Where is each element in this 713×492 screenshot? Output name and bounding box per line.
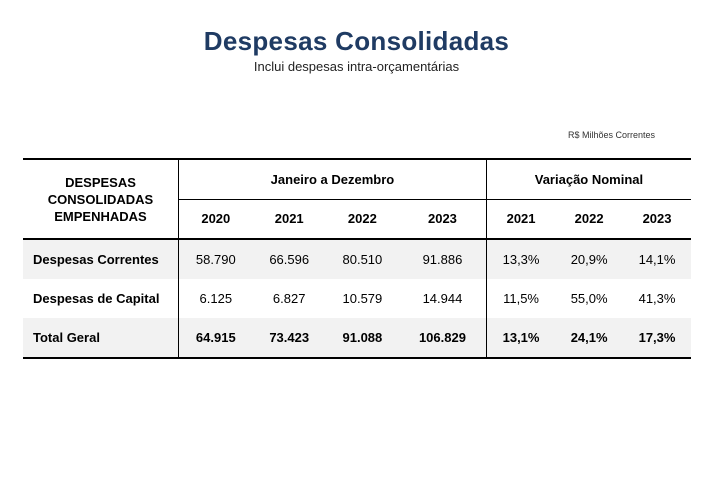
table-cell: 6.125 <box>199 291 233 306</box>
table-cell: 17,3% <box>623 318 691 359</box>
table-cell: 80.510 <box>325 239 399 279</box>
table-header-group-row: DESPESAS CONSOLIDADAS EMPENHADAS Janeiro… <box>23 158 691 240</box>
row-label-current-expenses: Despesas Correntes <box>23 239 179 279</box>
variation-header-2021: 2021 <box>486 199 556 240</box>
table-cell: 73.423 <box>252 318 326 359</box>
variation-header-2023: 2023 <box>623 199 691 240</box>
row-header-line-2: CONSOLIDADAS <box>47 191 154 207</box>
table-cell: 11,5% <box>503 291 539 306</box>
group-header-jan-dec: Janeiro a Dezembro <box>178 158 487 200</box>
row-label-capital-expenses: Despesas de Capital <box>23 279 179 318</box>
year-header-2020: 2020 <box>178 199 253 240</box>
row-header-line-3: EMPENHADAS <box>54 208 147 224</box>
table-cell: 14.944 <box>398 279 487 318</box>
row-header-line-1: DESPESAS <box>65 174 136 190</box>
expenses-table: DESPESAS CONSOLIDADAS EMPENHADAS Janeiro… <box>23 158 691 359</box>
table-row-total: Total Geral 64.915 73.423 91.088 106.829… <box>23 318 691 359</box>
table-cell: 10.579 <box>342 291 383 306</box>
unit-note: R$ Milhões Correntes <box>567 130 655 140</box>
table-row: Despesas Correntes 58.790 66.596 80.510 … <box>23 239 691 279</box>
row-header-label: DESPESAS CONSOLIDADAS EMPENHADAS <box>23 158 179 240</box>
table-row: Despesas de Capital 6.125 6.827 10.579 1… <box>23 279 691 318</box>
table-cell: 91.088 <box>325 318 399 359</box>
variation-header-2022: 2022 <box>555 199 624 240</box>
table-cell: 58.790 <box>178 239 253 279</box>
year-header-2022: 2022 <box>325 199 399 240</box>
table-cell: 41,3% <box>638 291 676 306</box>
table-cell: 91.886 <box>398 239 487 279</box>
table-cell: 13,3% <box>486 239 556 279</box>
table-header-years-row: 2020 2021 2022 2023 2021 2022 2023 <box>23 199 691 240</box>
table-cell: 20,9% <box>555 239 624 279</box>
page-subtitle: Inclui despesas intra-orçamentárias <box>253 59 460 74</box>
page-title: Despesas Consolidadas <box>203 26 510 56</box>
year-header-2021: 2021 <box>252 199 326 240</box>
group-header-nominal-variation: Variação Nominal <box>486 158 691 200</box>
table-cell: 106.829 <box>398 318 487 359</box>
table-cell: 14,1% <box>623 239 691 279</box>
table-cell: 66.596 <box>252 239 326 279</box>
table-cell: 6.827 <box>272 291 306 306</box>
table-cell: 55,0% <box>570 291 608 306</box>
table-cell: 24,1% <box>555 318 624 359</box>
table-cell: 64.915 <box>178 318 253 359</box>
table-cell: 13,1% <box>486 318 556 359</box>
row-label-total: Total Geral <box>23 318 179 359</box>
year-header-2023: 2023 <box>398 199 487 240</box>
